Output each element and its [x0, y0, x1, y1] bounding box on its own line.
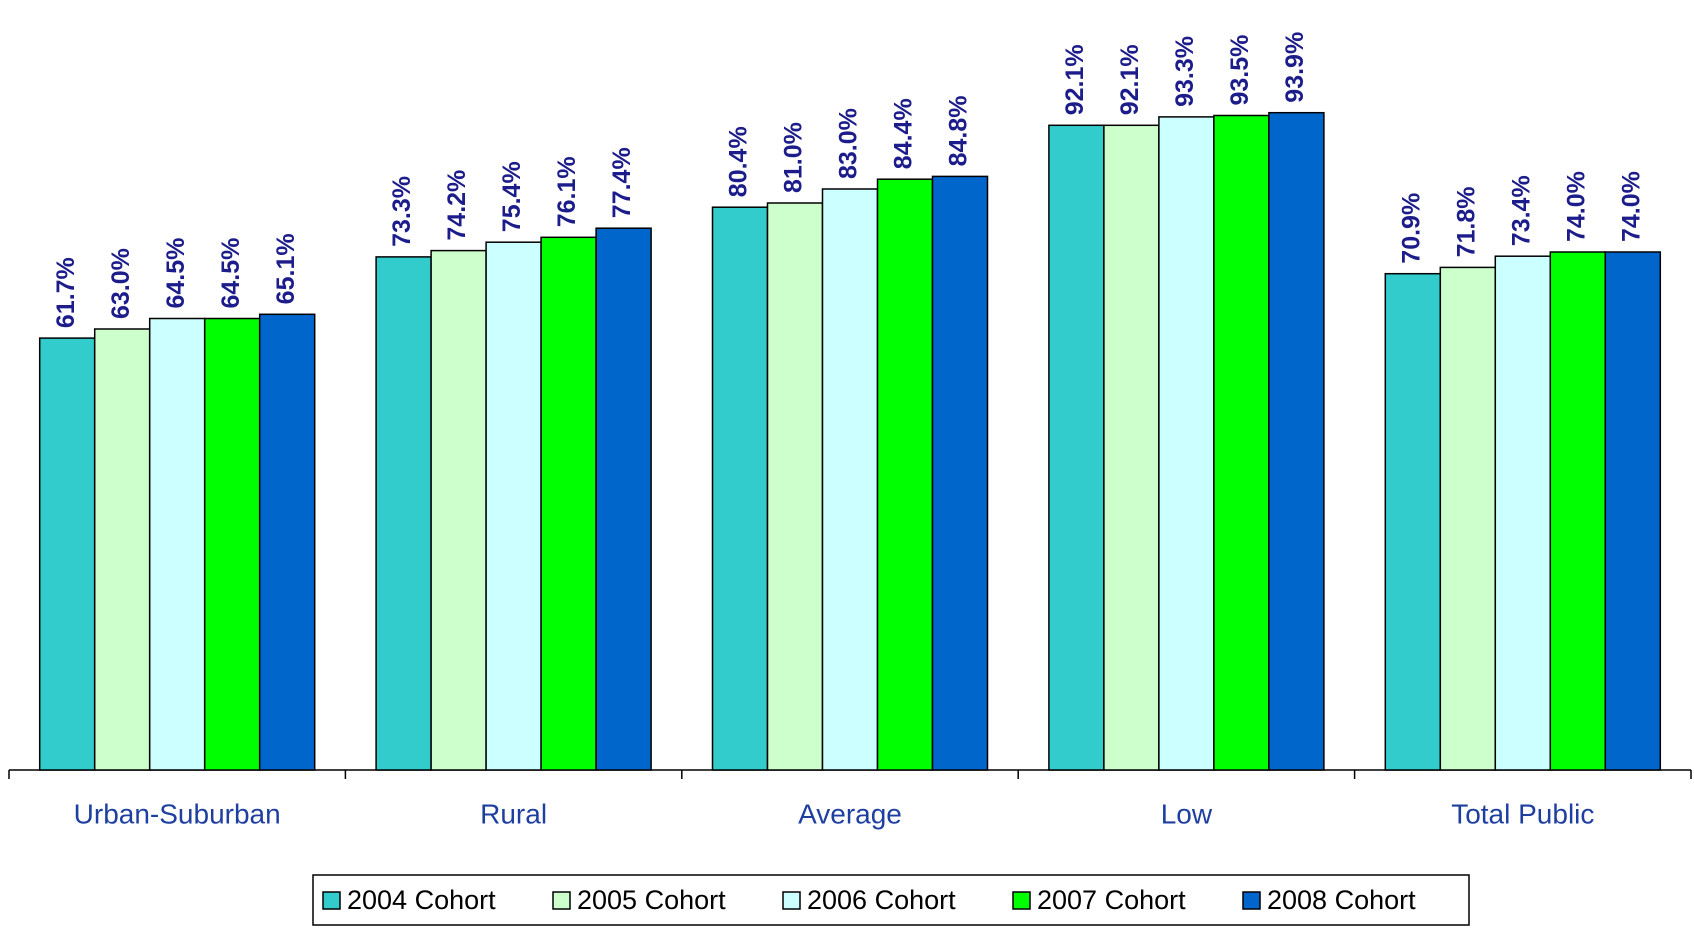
value-label: 92.1% — [1061, 44, 1089, 115]
legend-swatch — [1242, 891, 1261, 910]
bar — [711, 206, 769, 771]
x-tick-label: Low — [1161, 798, 1213, 829]
value-label: 83.0% — [835, 108, 863, 179]
x-tick-label: Urban-Suburban — [74, 798, 281, 829]
bar — [93, 328, 151, 771]
bar — [766, 202, 824, 771]
value-label: 74.0% — [1562, 171, 1590, 242]
value-label: 93.3% — [1171, 36, 1199, 107]
legend-label: 2006 Cohort — [807, 885, 956, 915]
value-label: 65.1% — [272, 233, 300, 304]
value-label: 74.2% — [443, 170, 471, 241]
bar — [931, 175, 989, 771]
value-label: 71.8% — [1452, 187, 1480, 258]
bar — [1494, 255, 1552, 771]
bar — [1048, 124, 1105, 771]
bar — [595, 227, 652, 771]
legend-label: 2004 Cohort — [347, 885, 496, 915]
x-tick-label: Total Public — [1451, 798, 1594, 829]
legend-swatch — [552, 891, 571, 910]
bar — [148, 317, 206, 771]
value-label: 93.5% — [1226, 35, 1254, 106]
legend-swatch — [782, 891, 801, 910]
value-label: 64.5% — [217, 238, 245, 309]
value-label: 74.0% — [1617, 171, 1645, 242]
bar — [1604, 251, 1662, 771]
value-label: 73.3% — [388, 176, 416, 247]
value-label: 80.4% — [725, 126, 753, 197]
value-label: 73.4% — [1507, 175, 1535, 246]
value-label: 75.4% — [498, 161, 526, 232]
legend-swatch — [1012, 891, 1031, 910]
value-label: 76.1% — [553, 156, 581, 227]
bar — [1213, 114, 1270, 771]
legend-swatch — [322, 891, 341, 910]
x-tick-label: Rural — [480, 798, 547, 829]
bar — [430, 249, 487, 771]
value-label: 93.9% — [1281, 32, 1309, 103]
bar — [485, 241, 542, 771]
bar — [1103, 124, 1160, 771]
legend-label: 2008 Cohort — [1267, 885, 1416, 915]
bar — [1268, 111, 1325, 771]
bar — [1384, 272, 1442, 771]
value-label: 77.4% — [608, 147, 636, 218]
value-label: 84.4% — [890, 98, 918, 169]
legend-box — [312, 874, 1470, 926]
bar — [203, 317, 261, 771]
value-label: 92.1% — [1116, 44, 1144, 115]
bar — [1549, 251, 1607, 771]
bar — [1439, 266, 1497, 771]
legend-label: 2007 Cohort — [1037, 885, 1186, 915]
value-label: 63.0% — [107, 248, 135, 319]
value-label: 70.9% — [1397, 193, 1425, 264]
value-label: 81.0% — [780, 122, 808, 193]
x-tick-label: Average — [798, 798, 902, 829]
bar — [375, 256, 432, 771]
value-label: 84.8% — [945, 96, 973, 167]
legend-label: 2005 Cohort — [577, 885, 726, 915]
bar — [38, 337, 96, 771]
bar — [821, 188, 879, 771]
value-label: 64.5% — [162, 238, 190, 309]
bar — [540, 236, 597, 771]
bar — [876, 178, 934, 771]
bar — [1158, 116, 1215, 771]
value-label: 61.7% — [52, 257, 80, 328]
bar — [258, 313, 316, 771]
